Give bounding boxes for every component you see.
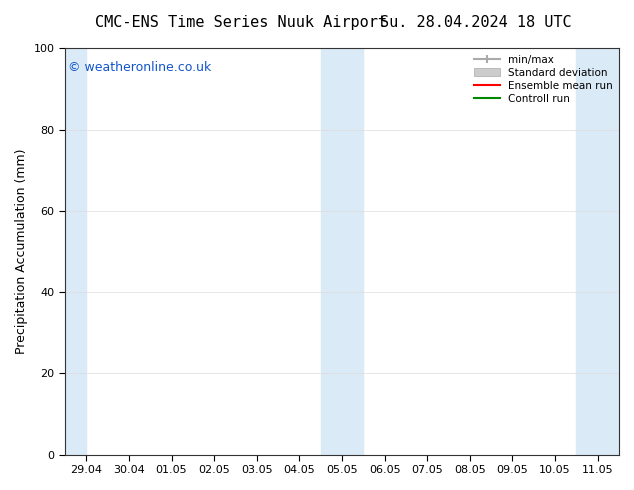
Bar — [65, 49, 86, 455]
Text: CMC-ENS Time Series Nuuk Airport: CMC-ENS Time Series Nuuk Airport — [95, 15, 387, 30]
Y-axis label: Precipitation Accumulation (mm): Precipitation Accumulation (mm) — [15, 149, 28, 354]
Text: © weatheronline.co.uk: © weatheronline.co.uk — [68, 61, 211, 74]
Bar — [321, 49, 363, 455]
Legend: min/max, Standard deviation, Ensemble mean run, Controll run: min/max, Standard deviation, Ensemble me… — [469, 50, 617, 108]
Bar — [576, 49, 619, 455]
Text: Su. 28.04.2024 18 UTC: Su. 28.04.2024 18 UTC — [380, 15, 571, 30]
